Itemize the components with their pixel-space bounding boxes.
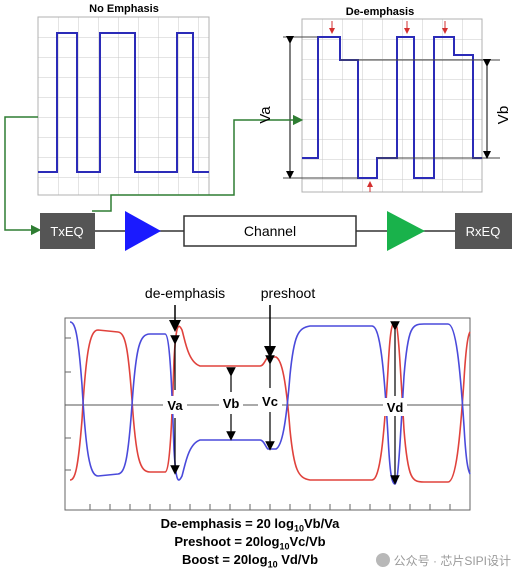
vc-eye-label: Vc: [262, 394, 278, 409]
watermark: 公众号 · 芯片SIPI设计: [375, 552, 511, 569]
vb-eye-label: Vb: [223, 396, 240, 411]
va-label: Va: [257, 106, 274, 124]
no-emphasis-title: No Emphasis: [89, 3, 159, 15]
no-emphasis-trace: [38, 32, 209, 173]
preshoot-label: preshoot: [261, 285, 316, 301]
txeq-box: [40, 213, 95, 249]
formula-deemphasis-text: De-emphasis = 20 log: [160, 516, 294, 531]
formula-subscript: 10: [293, 523, 304, 534]
connector-arrow: [92, 114, 304, 212]
de-emphasis-plot: [283, 18, 500, 193]
vd-eye-label: Vd: [387, 400, 404, 415]
de-emphasis-trace: [302, 36, 482, 179]
formula-preshoot-ratio: Vc/Vb: [289, 534, 326, 549]
de-emphasis-title: De-emphasis: [346, 6, 414, 18]
formula-deemphasis-ratio: Vb/Va: [303, 516, 340, 531]
formula-boost: Boost = 20log10 Vd/Vb: [100, 552, 400, 570]
connector-arrow: [4, 116, 42, 236]
watermark-text: 公众号 · 芯片SIPI设计: [393, 554, 511, 568]
formula-subscript: 10: [267, 559, 278, 570]
tx-driver-icon: [125, 211, 161, 251]
txeq-label: TxEQ: [50, 224, 83, 239]
formula-subscript: 10: [279, 541, 290, 552]
formula-boost-text: Boost = 20log: [181, 552, 268, 567]
vb-label: Vb: [495, 106, 512, 124]
signal-chain: [40, 211, 512, 251]
rxeq-label: RxEQ: [466, 224, 501, 239]
formula-deemphasis: De-emphasis = 20 log10Vb/Va: [100, 516, 400, 534]
rxeq-box: [455, 213, 512, 249]
formula-preshoot: Preshoot = 20log10Vc/Vb: [100, 534, 400, 552]
deemphasis-label: de-emphasis: [145, 285, 225, 301]
rx-receiver-icon: [387, 211, 425, 251]
wechat-icon: [375, 553, 390, 567]
channel-box: [183, 215, 357, 247]
formula-preshoot-text: Preshoot = 20log: [174, 534, 280, 549]
eye-trace-red: [69, 321, 471, 483]
formula-boost-ratio: Vd/Vb: [277, 552, 319, 567]
no-emphasis-plot: [37, 16, 210, 196]
channel-label: Channel: [244, 223, 296, 239]
eye-measure-labels: [163, 392, 407, 416]
va-eye-label: Va: [167, 398, 183, 413]
